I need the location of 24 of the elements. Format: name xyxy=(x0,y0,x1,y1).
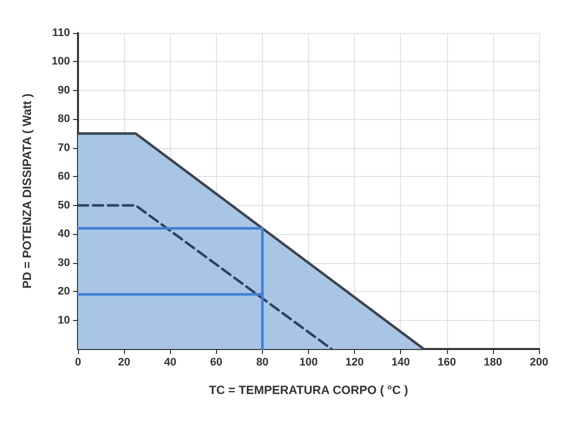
x-tick-label: 100 xyxy=(299,356,318,368)
x-tick-label: 40 xyxy=(164,356,176,368)
y-tick-label: 60 xyxy=(58,170,70,183)
x-tick-label: 80 xyxy=(256,356,269,368)
x-tick-label: 60 xyxy=(210,356,222,368)
x-tick-label: 180 xyxy=(484,356,502,368)
y-tick-label: 110 xyxy=(52,27,70,39)
y-tick-label: 50 xyxy=(58,199,70,212)
y-tick-label: 100 xyxy=(52,56,70,68)
y-tick-label: 20 xyxy=(58,286,70,298)
y-tick-label: 80 xyxy=(58,113,70,126)
y-tick-label: 70 xyxy=(58,142,70,154)
x-tick-label: 0 xyxy=(74,356,82,368)
y-tick-label: 40 xyxy=(58,228,70,240)
x-tick-label: 120 xyxy=(345,356,364,368)
x-tick-label: 140 xyxy=(392,356,410,368)
y-tick-label: 90 xyxy=(58,84,70,96)
y-tick-label: 10 xyxy=(58,314,70,326)
x-axis-title: TC = TEMPERATURA CORPO ( °C ) xyxy=(208,383,408,397)
y-axis-title: PD = POTENZA DISSIPATA ( Watt ) xyxy=(20,93,34,288)
x-tick-label: 20 xyxy=(118,356,130,368)
x-tick-label: 160 xyxy=(438,356,456,368)
y-tick-label: 30 xyxy=(58,256,70,269)
x-tick-label: 200 xyxy=(530,356,548,368)
